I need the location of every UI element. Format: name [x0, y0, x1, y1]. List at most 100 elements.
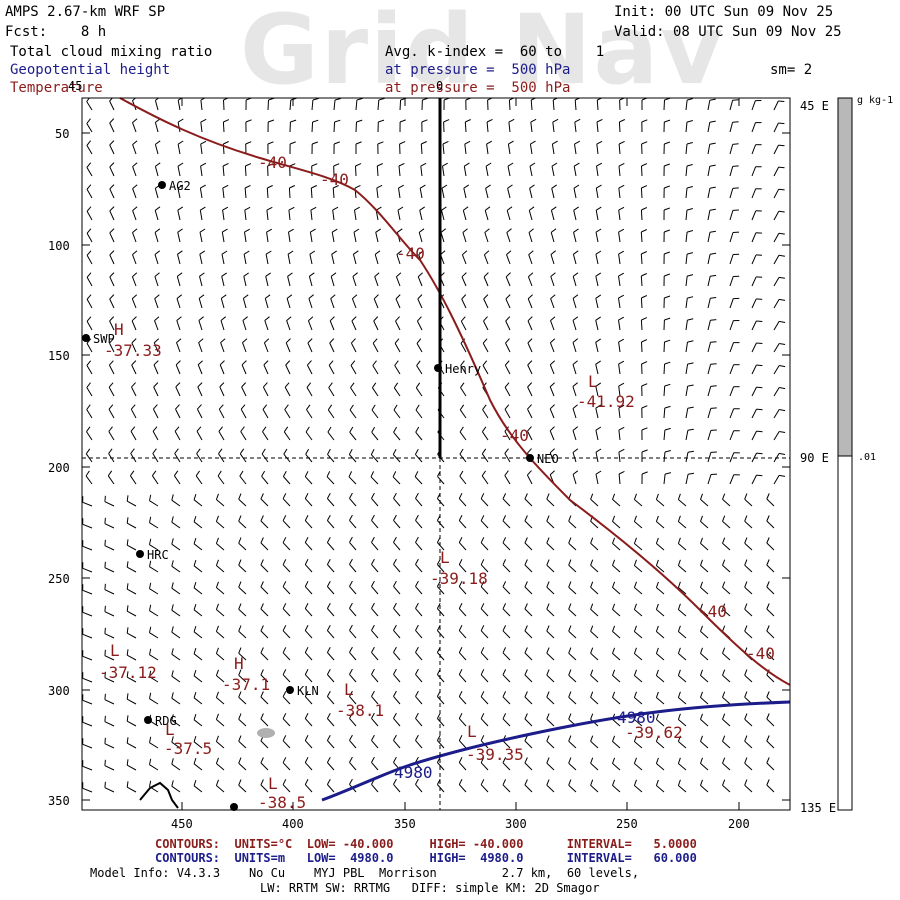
- wind-barb-feather: [664, 251, 670, 255]
- wind-barb: [327, 608, 335, 617]
- wind-barb: [685, 210, 688, 221]
- y-tick-350: 350: [48, 794, 70, 808]
- field-cloud-label: Total cloud mixing ratio: [10, 44, 213, 60]
- wind-barb-feather: [687, 450, 694, 453]
- wind-barb: [193, 675, 203, 683]
- wind-barb: [282, 674, 291, 683]
- wind-barb-feather: [193, 559, 197, 566]
- wind-barb: [656, 719, 665, 727]
- wind-barb: [377, 99, 380, 111]
- wind-barb-feather: [415, 426, 420, 433]
- wind-barb-feather: [260, 493, 264, 500]
- wind-barb: [415, 696, 423, 705]
- wind-barb-feather: [244, 228, 250, 233]
- wind-barb-feather: [527, 316, 533, 322]
- wind-barb-feather: [326, 668, 331, 675]
- wind-barb: [751, 430, 757, 441]
- wind-barb-feather: [641, 163, 648, 167]
- wind-barb: [729, 474, 735, 485]
- wind-barb: [437, 520, 445, 529]
- wind-barb: [216, 543, 225, 551]
- wind-barb: [171, 675, 181, 683]
- wind-barb: [394, 365, 401, 375]
- y-tick-150: 150: [48, 349, 70, 363]
- wind-barb-feather: [175, 382, 181, 388]
- wind-barb: [685, 276, 688, 287]
- wind-barb: [640, 275, 643, 287]
- wind-barb-feather: [282, 470, 287, 477]
- wind-barb: [729, 320, 734, 331]
- wind-barb: [618, 473, 621, 485]
- colorbar-unit: g kg-1: [857, 95, 894, 106]
- wind-barb: [707, 232, 711, 243]
- wind-barb-feather: [215, 559, 219, 566]
- wind-barb-feather: [109, 250, 115, 256]
- wind-barb: [751, 122, 756, 133]
- wind-barb-feather: [177, 228, 183, 233]
- wind-barb: [306, 409, 313, 419]
- wind-barb-feather: [462, 206, 469, 211]
- wind-barb: [284, 409, 291, 419]
- wind-barb-feather: [778, 254, 785, 257]
- wind-barb: [305, 431, 313, 441]
- wind-barb-feather: [722, 647, 726, 654]
- wind-barb-feather: [568, 779, 572, 786]
- wind-barb: [328, 364, 335, 375]
- wind-barb: [109, 122, 115, 133]
- wind-barb: [216, 499, 225, 507]
- wind-barb-feather: [331, 228, 338, 233]
- wind-barb: [595, 320, 599, 331]
- wind-barb: [729, 144, 734, 155]
- wind-barb-feather: [722, 625, 726, 632]
- wind-barb: [773, 188, 780, 199]
- wind-barb-feather: [552, 140, 558, 145]
- wind-barb-feather: [285, 360, 291, 366]
- wind-barb-feather: [193, 713, 197, 720]
- wind-barb: [766, 762, 775, 771]
- wind-barb: [458, 498, 467, 507]
- wind-barb: [486, 121, 489, 133]
- wind-barb-feather: [664, 119, 671, 123]
- wind-barb-feather: [415, 382, 421, 389]
- wind-barb: [546, 520, 555, 529]
- wind-barb: [216, 763, 225, 771]
- wind-barb-feather: [415, 536, 419, 543]
- wind-barb: [460, 387, 467, 397]
- wind-barb-feather: [744, 779, 748, 786]
- wind-barb-feather: [86, 382, 91, 388]
- wind-barb: [549, 452, 555, 463]
- wind-barb: [350, 342, 357, 353]
- wind-barb-feather: [176, 338, 182, 343]
- wind-barb-feather: [744, 515, 748, 522]
- wind-barb: [773, 431, 780, 441]
- wind-barb: [414, 476, 423, 485]
- wind-barb-feather: [687, 406, 694, 409]
- wind-barb: [722, 674, 731, 683]
- wind-barb-feather: [264, 316, 270, 321]
- wind-barb: [149, 500, 159, 507]
- wind-barb: [773, 100, 779, 111]
- wind-barb-feather: [132, 184, 138, 189]
- wind-barb: [634, 565, 643, 573]
- wind-barb-feather: [618, 338, 625, 343]
- wind-barb: [437, 476, 445, 485]
- wind-barb: [458, 674, 467, 683]
- wind-barb: [282, 542, 291, 551]
- wind-barb: [751, 100, 756, 111]
- wind-barb-feather: [664, 427, 671, 431]
- wind-barb: [195, 475, 203, 485]
- wind-barb: [86, 409, 93, 419]
- wind-barb-feather: [524, 647, 528, 654]
- wind-barb-feather: [132, 228, 138, 233]
- wind-barb: [216, 521, 225, 529]
- wind-barb-feather: [195, 470, 201, 477]
- wind-barb-feather: [238, 713, 242, 720]
- wind-barb: [685, 364, 689, 375]
- wind-barb-feather: [641, 449, 648, 453]
- wind-barb-feather: [700, 515, 703, 522]
- wind-barb-feather: [219, 382, 225, 388]
- wind-barb: [480, 586, 489, 595]
- wind-barb: [461, 276, 467, 287]
- corner-label: 45: [68, 79, 83, 93]
- wind-barb: [349, 564, 357, 573]
